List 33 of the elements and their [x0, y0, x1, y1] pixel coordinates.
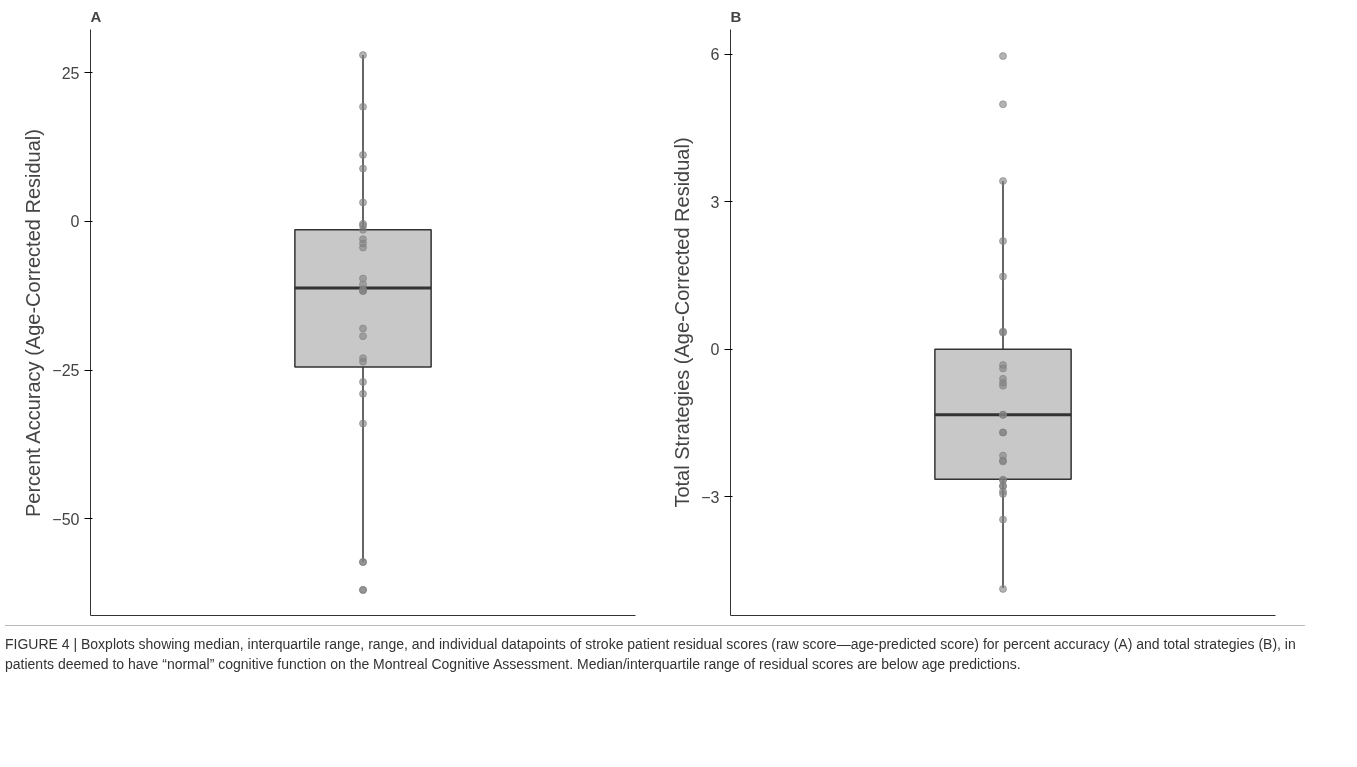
point	[359, 51, 367, 60]
point	[359, 389, 367, 398]
y-tick-label: 6	[710, 46, 720, 64]
y-tick-label: −25	[52, 362, 80, 380]
point	[359, 243, 367, 252]
point	[999, 584, 1007, 593]
chart-title: A	[90, 7, 102, 25]
point	[999, 52, 1007, 61]
y-tick-label: 3	[710, 193, 720, 211]
point	[999, 100, 1007, 109]
point	[359, 419, 367, 428]
point	[359, 150, 367, 159]
point	[359, 102, 367, 111]
caption: FIGURE 4 | Boxplots showing median, interquartile range, range, and individual datapoints of stroke patient residual scores (raw score—age-predicted score) for percent accuracy (A) and total strategies (B), in patients deemed to have “normal” cognitive function on the Montreal Cognitive Assessment. Median/interquartile range of residual scores are below age predictions.	[5, 635, 1297, 674]
point	[359, 274, 367, 283]
chart-title: B	[730, 7, 742, 25]
y-tick-label: 0	[710, 341, 720, 359]
point	[999, 177, 1007, 186]
point	[359, 377, 367, 386]
y-tick-label: −3	[701, 488, 720, 506]
point	[359, 324, 367, 333]
point	[359, 225, 367, 234]
point	[999, 515, 1007, 524]
y-tick-label: 25	[61, 64, 80, 82]
point	[359, 198, 367, 207]
y-tick-label: −50	[52, 510, 80, 528]
point	[359, 332, 367, 341]
y-tick-label: 0	[70, 213, 80, 231]
point	[999, 237, 1007, 246]
point	[999, 272, 1007, 281]
y-axis-title: Percent Accuracy (Age-Corrected Residual)	[22, 129, 45, 518]
point	[359, 164, 367, 173]
y-axis-title: Total Strategies (Age-Corrected Residual)	[671, 137, 694, 508]
